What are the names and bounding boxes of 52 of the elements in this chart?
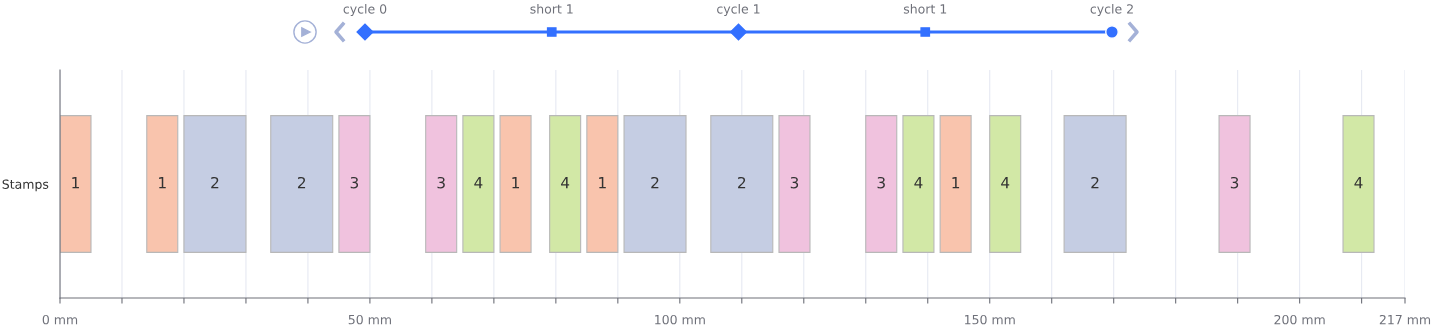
x-tick-label: 200 mm bbox=[1274, 314, 1325, 325]
x-tick-label: 50 mm bbox=[348, 314, 391, 325]
bar bbox=[338, 115, 371, 253]
series-label: 4 bbox=[561, 177, 570, 189]
series-label: 2 bbox=[651, 176, 659, 189]
bar bbox=[902, 115, 935, 253]
series-label: 4 bbox=[1001, 177, 1010, 189]
series-label: 2 bbox=[211, 176, 219, 189]
series-label: 3 bbox=[1230, 176, 1239, 189]
bar bbox=[549, 115, 582, 253]
bar bbox=[865, 115, 898, 253]
bar bbox=[710, 115, 774, 253]
x-tick-label: 0 mm bbox=[42, 314, 78, 325]
text: cycle 0 bbox=[343, 3, 387, 17]
series-label: 1 bbox=[952, 177, 960, 189]
series-label: 2 bbox=[1091, 176, 1099, 189]
series-label: 3 bbox=[877, 176, 885, 189]
series-label: 1 bbox=[159, 177, 166, 189]
bar bbox=[499, 115, 532, 253]
series-label: 1 bbox=[512, 177, 520, 189]
x-tick-label: 150 mm bbox=[965, 314, 1015, 325]
series-label: 4 bbox=[914, 177, 923, 189]
series-label: 4 bbox=[1354, 177, 1363, 189]
bar bbox=[60, 115, 92, 253]
bar bbox=[462, 115, 495, 253]
x-tick-label: 100 mm bbox=[655, 314, 705, 325]
bar bbox=[1218, 115, 1251, 253]
y-tick-label: Stamps bbox=[2, 179, 49, 192]
bar bbox=[1063, 115, 1127, 253]
series-label: 1 bbox=[599, 177, 606, 189]
bar bbox=[146, 115, 179, 253]
bar bbox=[1342, 115, 1375, 253]
bar bbox=[183, 115, 247, 253]
series-label: 4 bbox=[474, 177, 483, 189]
series-label: 2 bbox=[738, 176, 746, 189]
bar bbox=[425, 115, 458, 253]
text: cycle 1 bbox=[717, 3, 760, 17]
text: short 1 bbox=[530, 3, 573, 14]
series-label: 3 bbox=[350, 176, 359, 189]
text: short 1 bbox=[903, 3, 947, 14]
bar bbox=[586, 115, 619, 253]
series-label: 3 bbox=[790, 176, 799, 189]
bar bbox=[939, 115, 972, 253]
bar bbox=[623, 115, 687, 253]
x-tick-label: 217 mm bbox=[1379, 314, 1431, 325]
bar bbox=[778, 115, 811, 253]
bar bbox=[270, 115, 334, 253]
bar bbox=[989, 115, 1022, 253]
series-label: 3 bbox=[437, 176, 445, 189]
series-label: 1 bbox=[72, 177, 79, 189]
series-label: 2 bbox=[297, 176, 306, 189]
text: cycle 2 bbox=[1090, 3, 1133, 17]
